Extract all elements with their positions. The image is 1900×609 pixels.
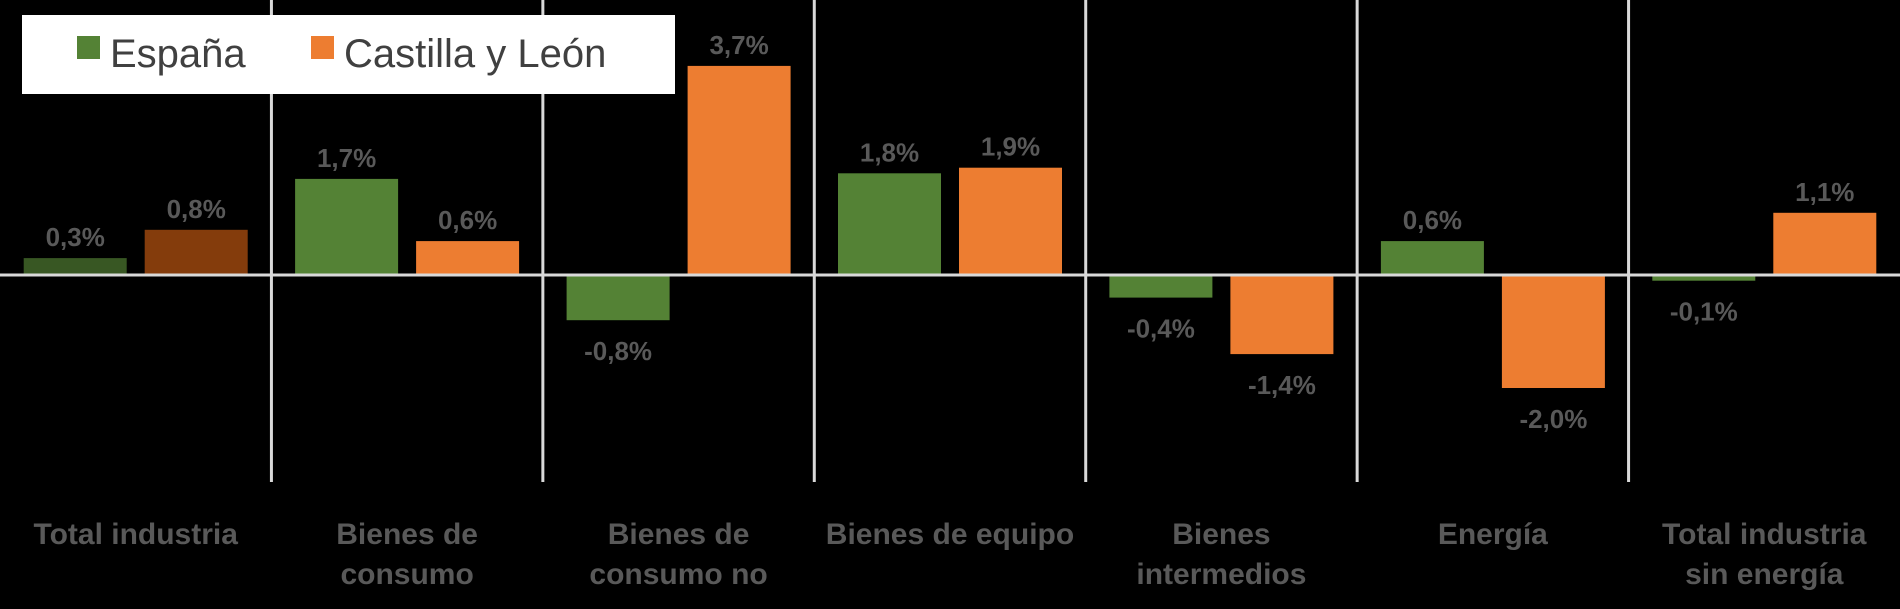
- bar-espana-3: [838, 173, 941, 275]
- data-label-castilla-y-leon-4: -1,4%: [1248, 370, 1316, 400]
- data-label-espana-2: -0,8%: [584, 336, 652, 366]
- category-label-3: Bienes de equipo: [825, 518, 1075, 551]
- category-label-6: Total industria sin energía: [1662, 518, 1867, 591]
- legend-item-castilla-y-leon: Castilla y León: [311, 15, 606, 94]
- legend-label-espana: España: [110, 32, 246, 76]
- bar-castilla-y-leon-6: [1773, 212, 1877, 275]
- bar-castilla-y-leon-3: [959, 167, 1062, 275]
- bar-castilla-y-leon-1: [416, 241, 520, 275]
- data-label-espana-4: -0,4%: [1127, 314, 1195, 344]
- category-label-0: Total industria: [33, 518, 238, 551]
- bar-castilla-y-leon-0: [144, 229, 248, 275]
- legend: España Castilla y León: [22, 15, 675, 94]
- data-label-espana-1: 1,7%: [317, 143, 376, 173]
- data-label-castilla-y-leon-2: 3,7%: [709, 30, 768, 60]
- bar-castilla-y-leon-2: [687, 65, 791, 276]
- data-label-espana-5: 0,6%: [1403, 205, 1462, 235]
- data-label-castilla-y-leon-6: 1,1%: [1795, 177, 1854, 207]
- data-label-espana-0: 0,3%: [46, 222, 105, 252]
- data-label-castilla-y-leon-1: 0,6%: [438, 205, 497, 235]
- legend-swatch-espana: [77, 36, 100, 59]
- data-label-castilla-y-leon-3: 1,9%: [981, 132, 1040, 162]
- legend-swatch-castilla-y-leon: [311, 36, 334, 59]
- bars-group: [23, 65, 1877, 388]
- bar-espana-4: [1109, 275, 1213, 298]
- legend-label-castilla-y-leon: Castilla y León: [344, 32, 607, 76]
- bar-espana-0: [23, 258, 127, 275]
- data-label-castilla-y-leon-0: 0,8%: [167, 194, 226, 224]
- bar-espana-2: [566, 275, 670, 321]
- bar-espana-5: [1380, 241, 1484, 275]
- data-label-espana-6: -0,1%: [1670, 297, 1738, 327]
- bar-castilla-y-leon-4: [1230, 275, 1334, 355]
- category-label-2: Bienes de consumo no: [589, 518, 768, 591]
- data-label-espana-3: 1,8%: [860, 137, 919, 167]
- data-labels-group: 0,3% 0,8% 1,7% 0,6% -0,8% 3,7% 1,8% 1,9% -0,4% -1…: [46, 30, 1855, 434]
- category-label-4: Bienes intermedios: [1136, 518, 1307, 591]
- legend-item-espana: España: [77, 15, 246, 94]
- category-label-5: Energía: [1437, 518, 1548, 551]
- data-label-castilla-y-leon-5: -2,0%: [1519, 404, 1587, 434]
- bar-espana-6: [1652, 275, 1756, 281]
- category-label-1: Bienes de consumo: [336, 518, 478, 591]
- bar-castilla-y-leon-5: [1501, 275, 1605, 388]
- bar-espana-1: [295, 178, 399, 275]
